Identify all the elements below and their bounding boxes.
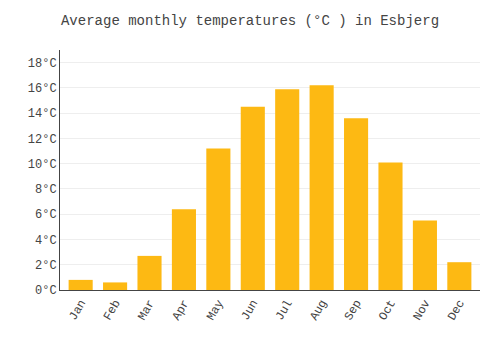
svg-text:Feb: Feb [101,297,124,323]
svg-text:Jul: Jul [273,297,296,323]
svg-text:Jan: Jan [66,297,89,323]
svg-text:Oct: Oct [376,297,399,323]
svg-text:4°C: 4°C [35,234,57,248]
svg-text:18°C: 18°C [28,57,57,71]
svg-text:14°C: 14°C [28,107,57,121]
svg-text:12°C: 12°C [28,133,57,147]
svg-text:2°C: 2°C [35,259,57,273]
svg-text:May: May [204,297,227,323]
svg-text:Mar: Mar [135,297,158,323]
svg-text:Sep: Sep [342,297,365,323]
svg-text:0°C: 0°C [35,284,57,298]
svg-text:16°C: 16°C [28,82,57,96]
svg-text:6°C: 6°C [35,208,57,222]
svg-text:Average monthly temperatures (: Average monthly temperatures (°C ) in Es… [61,13,439,29]
svg-text:Nov: Nov [411,297,434,323]
svg-text:Jun: Jun [239,297,262,323]
svg-text:Dec: Dec [445,297,468,323]
svg-text:Apr: Apr [170,297,193,323]
svg-text:8°C: 8°C [35,183,57,197]
svg-text:10°C: 10°C [28,158,57,172]
svg-text:Aug: Aug [307,297,330,323]
